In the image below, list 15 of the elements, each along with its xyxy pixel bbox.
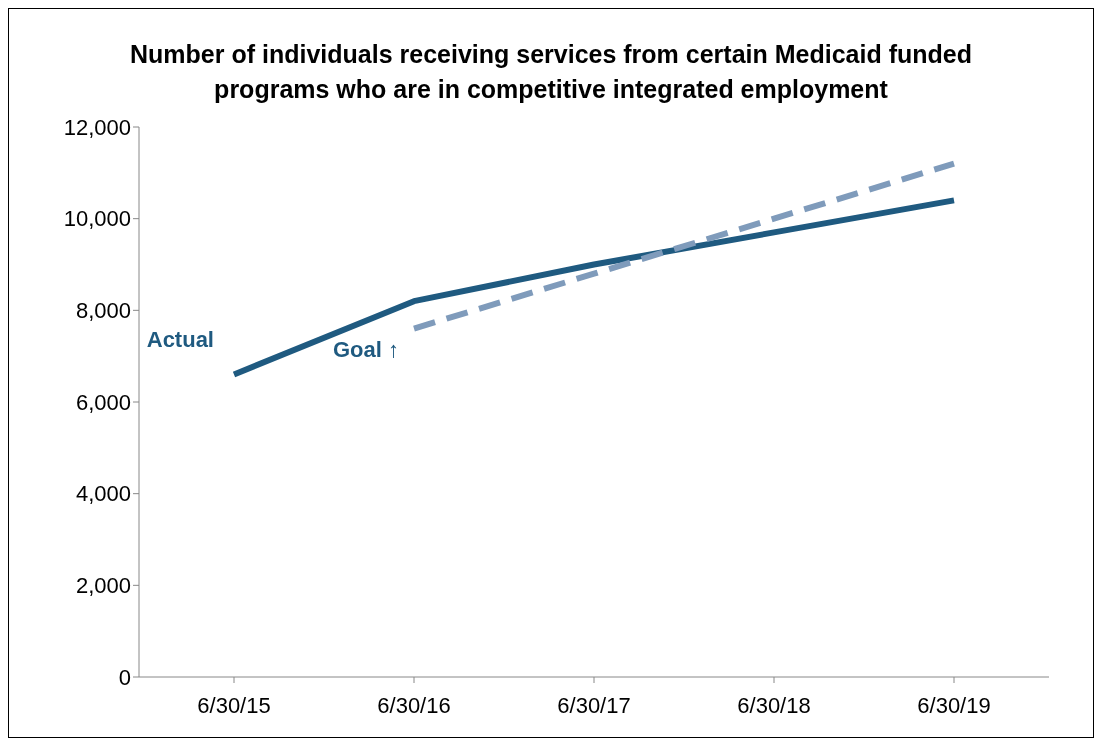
y-tick-label: 8,000	[75, 298, 131, 324]
x-tick-label: 6/30/15	[197, 692, 271, 718]
x-tick-label: 6/30/17	[557, 692, 631, 718]
y-tick-label: 0	[118, 664, 131, 690]
series-label: Goal ↑	[332, 336, 399, 362]
y-tick-label: 4,000	[75, 481, 131, 507]
chart-title: Number of individuals receiving services from certain Medicaid funded programs who are in competitive integrated employment	[130, 40, 972, 103]
x-tick-label: 6/30/18	[737, 692, 811, 718]
x-tick-label: 6/30/19	[917, 692, 991, 718]
x-tick-label: 6/30/16	[377, 692, 451, 718]
y-tick-label: 10,000	[63, 206, 131, 232]
y-tick-label: 12,000	[63, 114, 131, 140]
y-tick-label: 2,000	[75, 573, 131, 599]
series-label: Actual	[146, 326, 214, 352]
y-tick-label: 6,000	[75, 389, 131, 415]
